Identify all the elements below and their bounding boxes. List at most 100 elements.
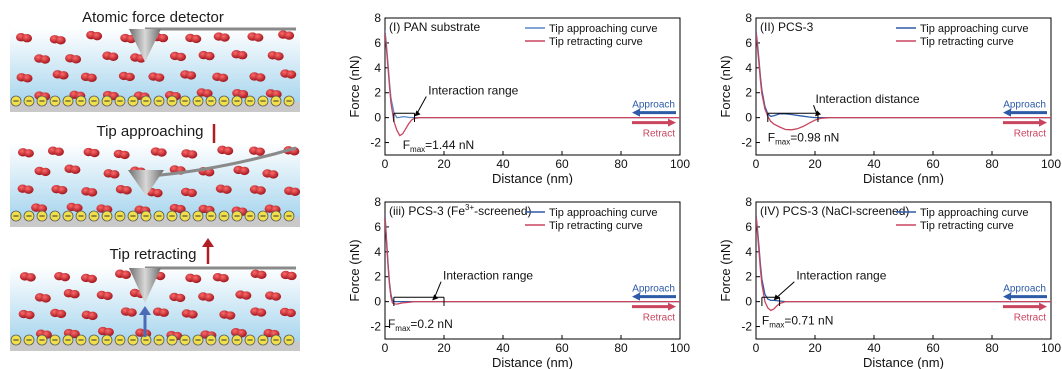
polymer-molecule (181, 149, 198, 159)
polymer-molecule (34, 293, 51, 303)
legend-label: Tip retracting curve (549, 220, 643, 232)
polymer-molecule (86, 30, 103, 41)
y-tick-label: -2 (741, 136, 752, 150)
surface-base (10, 102, 300, 112)
approach-label: Approach (1003, 100, 1046, 111)
fmax-label: Fmax=0.98 nN (768, 131, 840, 147)
polymer-molecule (118, 71, 135, 82)
negative-charge (231, 334, 243, 346)
negative-charge (101, 95, 113, 107)
y-axis-label: Force (nN) (718, 55, 733, 117)
negative-charge (244, 334, 256, 346)
polymer-molecule (248, 146, 265, 156)
surface-base (10, 217, 300, 227)
negative-charge (75, 334, 87, 346)
negative-charge (179, 334, 191, 346)
negative-charge (257, 210, 269, 222)
fmax-value: =0.2 nN (410, 317, 452, 331)
polymer-molecule (233, 165, 250, 176)
negative-charge (10, 334, 22, 346)
polymer-molecule (231, 50, 248, 60)
negative-charge (257, 95, 269, 107)
negative-charge (36, 210, 48, 222)
negative-charge (153, 210, 165, 222)
polymer-molecule (279, 307, 296, 318)
annotation-arrowhead (773, 294, 780, 301)
polymer-molecule (96, 290, 113, 301)
negative-charge (218, 210, 230, 222)
polymer-molecule (16, 73, 33, 83)
fmax-symbol: F (403, 138, 410, 152)
y-tick-label: -2 (370, 320, 381, 334)
polymer-molecule (217, 145, 234, 156)
x-tick-label: 40 (867, 341, 881, 355)
legend-label: Tip retracting curve (549, 36, 643, 48)
negative-charge (179, 210, 191, 222)
molecules (18, 269, 297, 341)
negative-charge (192, 210, 204, 222)
surface-base (10, 341, 300, 351)
panel-afm-detector: Atomic force detector (10, 9, 300, 112)
polymer-molecule (169, 292, 186, 303)
y-tick-label: 0 (745, 295, 752, 309)
y-axis-label: Force (nN) (347, 55, 362, 117)
x-tick-label: 20 (437, 341, 451, 355)
negative-charge (205, 210, 217, 222)
legend-label: Tip approaching curve (549, 23, 657, 35)
annotation-label: Interaction distance (816, 92, 920, 106)
y-axis-label: Force (nN) (347, 239, 362, 301)
polymer-molecule (284, 186, 301, 196)
polymer-molecule (31, 203, 48, 213)
polymer-molecule (250, 269, 267, 280)
y-tick-label: 2 (374, 86, 381, 100)
y-tick-label: 2 (745, 270, 752, 284)
polymer-molecule (249, 72, 266, 82)
afm-schematic: Atomic force detector Tip approaching Ti… (10, 9, 301, 351)
approach-label: Approach (1003, 284, 1046, 295)
negative-charge (270, 210, 282, 222)
approach-label: Approach (632, 100, 675, 111)
negative-charge (218, 95, 230, 107)
polymer-molecule (185, 273, 202, 284)
y-tick-label: 6 (745, 220, 752, 234)
x-tick-label: 0 (382, 157, 389, 171)
polymer-molecule (34, 166, 51, 177)
polymer-molecule (265, 291, 282, 301)
afm-tip (129, 268, 161, 303)
polymer-molecule (103, 169, 120, 179)
polymer-molecule (169, 51, 186, 62)
x-axis-label: Distance (nm) (863, 355, 944, 369)
polymer-molecule (113, 149, 130, 160)
panel-title-detector: Atomic force detector (82, 9, 224, 26)
polymer-molecule (49, 35, 66, 45)
polymer-molecule (212, 72, 229, 83)
x-tick-label: 60 (555, 341, 569, 355)
polymer-molecule (249, 185, 266, 195)
polymer-molecule (18, 309, 35, 320)
polymer-molecule (280, 69, 297, 79)
series-line (385, 32, 680, 137)
panel-tip-retracting: Tip retracting (10, 238, 300, 351)
y-tick-label: 8 (745, 195, 752, 209)
polymer-molecule (19, 272, 36, 282)
negative-charge (75, 210, 87, 222)
plot-frame (384, 201, 681, 340)
negative-charge (127, 95, 139, 107)
negative-charge (283, 95, 295, 107)
x-axis-label: Distance (nm) (492, 355, 573, 369)
y-tick-label: 6 (374, 36, 381, 50)
polymer-molecule (180, 187, 197, 198)
retract-arrowhead (1039, 302, 1047, 311)
polymer-molecule (247, 32, 264, 42)
polymer-molecule (280, 270, 297, 281)
surface-charges (10, 334, 295, 346)
x-tick-label: 100 (670, 157, 690, 171)
polymer-molecule (81, 187, 98, 197)
y-tick-label: 0 (745, 111, 752, 125)
negative-charge (114, 95, 126, 107)
polymer-molecule (54, 271, 71, 282)
fmax-value: =1.44 nN (425, 138, 474, 152)
polymer-molecule (250, 307, 267, 317)
polymer-molecule (97, 326, 114, 337)
polymer-molecule (212, 273, 229, 283)
